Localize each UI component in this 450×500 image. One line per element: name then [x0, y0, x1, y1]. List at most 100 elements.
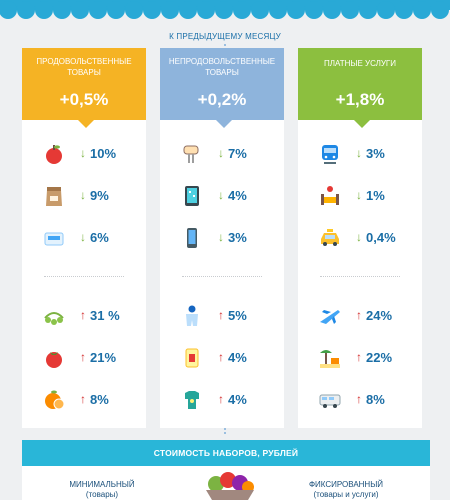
value: 7% [228, 146, 247, 161]
train-icon [322, 145, 338, 164]
value: 21% [90, 350, 117, 365]
value: 9% [90, 188, 109, 203]
arrow-down-icon: ↓ [80, 188, 86, 202]
value: 22% [366, 350, 393, 365]
arrow-up-icon: ↑ [356, 308, 362, 322]
flour-bag-icon [46, 187, 62, 206]
row-increase: ↑ 4% [160, 344, 284, 372]
fixed-basket-title: ФИКСИРОВАННЫЙ [308, 480, 384, 489]
bus-icon [319, 394, 341, 408]
value: 1% [366, 188, 385, 203]
baby-bodysuit-icon [185, 391, 199, 409]
minimal-basket-title: МИНИМАЛЬНЫЙ [69, 480, 135, 489]
arrow-up-icon: ↑ [356, 392, 362, 406]
arrow-down-icon: ↓ [218, 230, 224, 244]
smartphone-icon [187, 228, 197, 248]
mixer-icon [183, 145, 199, 163]
beach-icon [320, 350, 340, 368]
value: 24% [366, 308, 393, 323]
row-decrease: ↓ 3% [160, 224, 284, 252]
taxi-icon [321, 229, 339, 246]
value: 5% [228, 308, 247, 323]
fixed-basket-label: ФИКСИРОВАННЫЙ (товары и услуги) [286, 480, 406, 500]
column-services-header: ПЛАТНЫЕ УСЛУГИ +1,8% [298, 48, 422, 128]
row-increase: ↑ 8% [298, 386, 422, 414]
row-decrease: ↓ 10% [22, 140, 146, 168]
row-increase: ↑ 22% [298, 344, 422, 372]
row-increase: ↑ 4% [160, 386, 284, 414]
column-services: ПЛАТНЫЕ УСЛУГИ +1,8% ↓ 3% ↓ 1% ↓ 0,4% ↑ … [298, 48, 422, 428]
column-nonfood: НЕПРОДОВОЛЬСТВЕННЫЕ ТОВАРЫ +0,2% ↓ 7% ↓ … [160, 48, 284, 428]
top-wave-decoration [0, 0, 450, 19]
row-decrease: ↓ 9% [22, 182, 146, 210]
column-nonfood-notch [216, 120, 232, 128]
vegetable-bowl-icon [206, 472, 254, 500]
row-increase: ↑ 5% [160, 302, 284, 330]
minimal-basket-label: МИНИМАЛЬНЫЙ (товары) [52, 480, 152, 500]
row-decrease: ↓ 6% [22, 224, 146, 252]
value: 3% [366, 146, 385, 161]
arrow-down-icon: ↓ [80, 230, 86, 244]
value: 8% [366, 392, 385, 407]
sugar-bag-icon [44, 232, 64, 246]
arrow-down-icon: ↓ [356, 230, 362, 244]
arrow-up-icon: ↑ [80, 350, 86, 364]
arrow-down-icon: ↓ [218, 188, 224, 202]
value: 4% [228, 350, 247, 365]
row-increase: ↑ 8% [22, 386, 146, 414]
arrow-down-icon: ↓ [80, 146, 86, 160]
fixed-basket-sub: (товары и услуги) [313, 490, 379, 499]
arrow-down-icon: ↓ [356, 188, 362, 202]
column-services-category: ПЛАТНЫЕ УСЛУГИ [323, 59, 397, 68]
orange-icon [45, 390, 65, 410]
tomato-icon [46, 352, 62, 368]
arrow-up-icon: ↑ [80, 308, 86, 322]
arrow-down-icon: ↓ [218, 146, 224, 160]
airplane-icon [320, 310, 340, 324]
basket-cost-panel: СТОИМОСТЬ НАБОРОВ, РУБЛЕЙ МИНИМАЛЬНЫЙ (т… [22, 440, 430, 500]
apple-icon [46, 145, 62, 164]
arrow-up-icon: ↑ [218, 392, 224, 406]
section-separator [44, 276, 124, 277]
column-food-header: ПРОДОВОЛЬСТВЕННЫЕ ТОВАРЫ +0,5% [22, 48, 146, 128]
row-decrease: ↓ 3% [298, 140, 422, 168]
row-decrease: ↓ 4% [160, 182, 284, 210]
minimal-basket-sub: (товары) [85, 490, 119, 499]
arrow-up-icon: ↑ [218, 308, 224, 322]
row-increase: ↑ 21% [22, 344, 146, 372]
column-nonfood-header: НЕПРОДОВОЛЬСТВЕННЫЕ ТОВАРЫ +0,2% [160, 48, 284, 128]
peas-icon [44, 312, 64, 325]
column-nonfood-change: +0,2% [197, 90, 247, 109]
section-separator [320, 276, 400, 277]
value: 10% [90, 146, 117, 161]
column-food-category: ПРОДОВОЛЬСТВЕННЫЕ ТОВАРЫ [36, 57, 132, 77]
row-increase: ↑ 31 % [22, 302, 146, 330]
column-food-change: +0,5% [59, 90, 109, 109]
baby-suit-icon [186, 305, 198, 326]
value: 4% [228, 392, 247, 407]
arrow-down-icon: ↓ [356, 146, 362, 160]
value: 8% [90, 392, 109, 407]
column-services-notch [354, 120, 370, 128]
basket-cost-title: СТОИМОСТЬ НАБОРОВ, РУБЛЕЙ [22, 440, 430, 466]
value: 3% [228, 230, 247, 245]
arrow-up-icon: ↑ [356, 350, 362, 364]
value: 0,4% [366, 230, 396, 245]
hotel-bed-icon [321, 186, 339, 205]
column-services-change: +1,8% [335, 90, 385, 109]
medicine-icon [185, 348, 199, 368]
value: 31 % [90, 308, 120, 323]
value: 4% [228, 188, 247, 203]
comparison-subtitle: К ПРЕДЫДУЩЕМУ МЕСЯЦУ [169, 32, 281, 41]
arrow-up-icon: ↑ [218, 350, 224, 364]
section-separator [182, 276, 262, 277]
column-nonfood-category: НЕПРОДОВОЛЬСТВЕННЫЕ ТОВАРЫ [168, 57, 276, 77]
row-increase: ↑ 24% [298, 302, 422, 330]
column-food: ПРОДОВОЛЬСТВЕННЫЕ ТОВАРЫ +0,5% ↓ 10% ↓ 9… [22, 48, 146, 428]
arrow-up-icon: ↑ [80, 392, 86, 406]
tablet-icon [185, 186, 199, 206]
row-decrease: ↓ 1% [298, 182, 422, 210]
column-food-notch [78, 120, 94, 128]
row-decrease: ↓ 0,4% [298, 224, 422, 252]
row-decrease: ↓ 7% [160, 140, 284, 168]
